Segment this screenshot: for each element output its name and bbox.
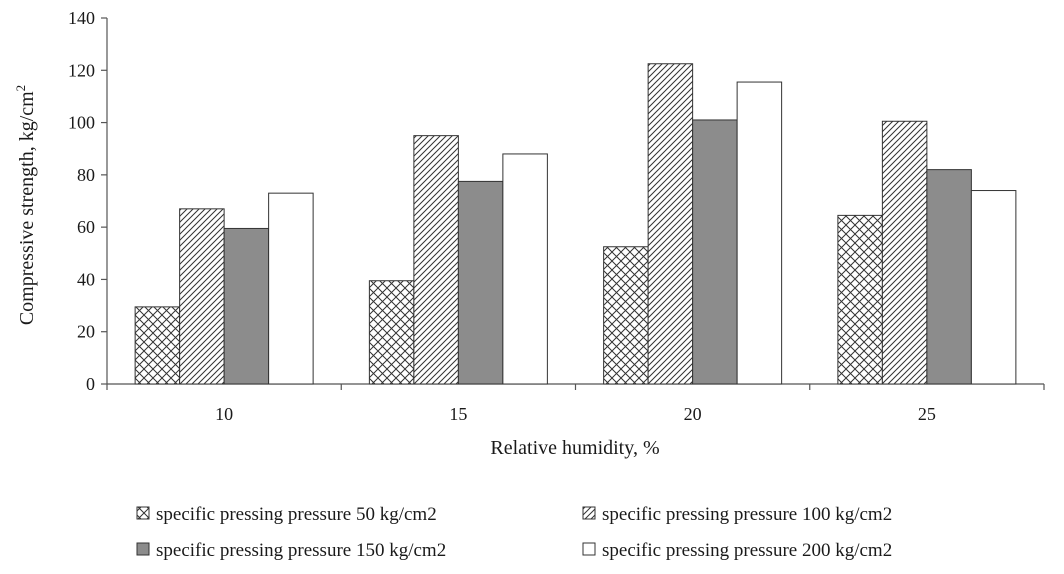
y-axis-title-superscript: 2: [13, 85, 28, 92]
y-tick-group: 0 20 40 60 80 100 120 140: [68, 8, 107, 394]
y-tick-label: 0: [86, 374, 95, 394]
legend-swatch-3: [136, 542, 150, 556]
y-tick-label: 20: [77, 322, 95, 342]
bar-s2-15: [413, 135, 459, 385]
x-tick-label: 20: [684, 404, 702, 424]
bar-s3-25: [926, 169, 972, 385]
bar-s4-20: [736, 81, 783, 385]
x-tick-group: 10 15 20 25: [106, 384, 1045, 424]
bar-s2-10: [179, 208, 225, 385]
bar-s4-10: [268, 192, 314, 385]
bar-s3-20: [692, 119, 738, 385]
bar-s2-20: [647, 63, 694, 385]
x-axis: 10 15 20 25: [106, 383, 1045, 424]
x-axis-title: Relative humidity, %: [490, 437, 659, 459]
y-tick-label: 40: [77, 269, 95, 289]
bar-s1-25: [837, 214, 883, 385]
y-tick-label: 60: [77, 217, 95, 237]
legend-label-2: specific pressing pressure 100 kg/cm2: [602, 504, 892, 525]
bar-s3-10: [223, 227, 270, 385]
y-tick-label: 100: [68, 113, 95, 133]
bar-s2-25: [881, 120, 928, 385]
y-tick-label: 120: [68, 60, 95, 80]
bar-s3-15: [457, 180, 504, 385]
y-tick-label: 140: [68, 8, 95, 28]
x-tick-label: 15: [449, 404, 467, 424]
bar-s4-25: [970, 190, 1017, 385]
y-tick-label: 80: [77, 165, 95, 185]
x-tick-label: 25: [918, 404, 936, 424]
bar-s1-10: [134, 306, 181, 385]
y-axis-title: Compressive strength, kg/cm2: [13, 85, 38, 325]
bar-s1-20: [603, 246, 649, 385]
y-axis: 0 20 40 60 80 100 120 140: [68, 8, 108, 394]
legend-label-1: specific pressing pressure 50 kg/cm2: [156, 504, 437, 525]
legend: specific pressing pressure 50 kg/cm2 spec…: [136, 504, 892, 561]
bar-s4-15: [502, 153, 548, 385]
legend-swatch-2: [582, 506, 596, 520]
x-tick-label: 10: [215, 404, 233, 424]
legend-swatch-1: [136, 506, 150, 520]
legend-label-3: specific pressing pressure 150 kg/cm2: [156, 540, 446, 561]
bar-s1-15: [368, 280, 415, 385]
bar-group: [134, 63, 1017, 385]
legend-label-4: specific pressing pressure 200 kg/cm2: [602, 540, 892, 561]
legend-swatch-4: [582, 542, 596, 556]
y-axis-title-main: Compressive strength, kg/cm: [16, 91, 38, 325]
